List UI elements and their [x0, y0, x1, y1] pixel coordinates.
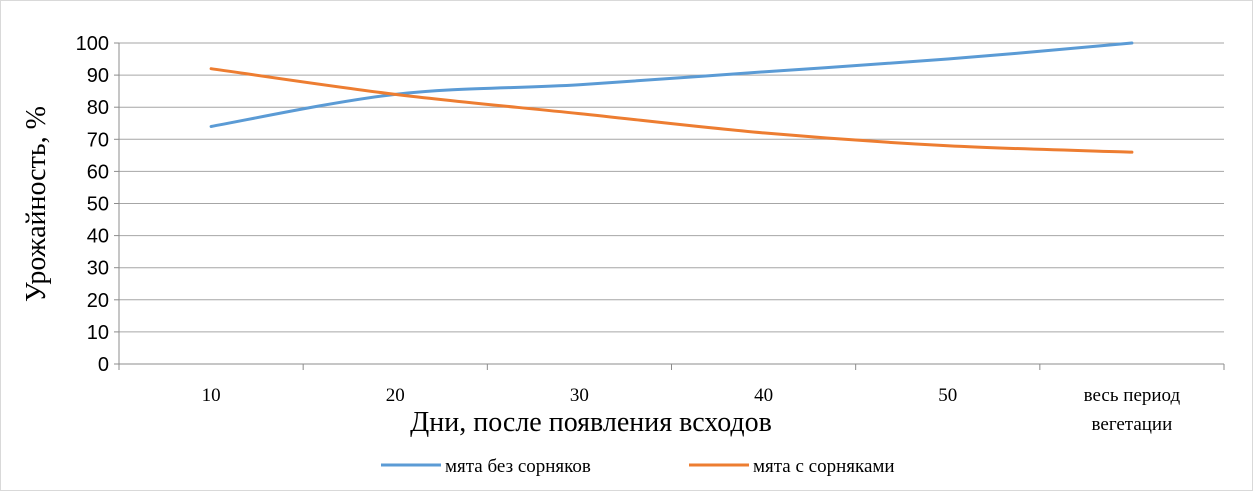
y-tick-label: 10: [87, 322, 109, 344]
x-tick-label: весь период вегетации: [1084, 385, 1181, 435]
legend: мята без сорняков мята с сорняками: [381, 456, 895, 477]
y-tick-label: 60: [87, 161, 109, 183]
axes: [114, 42, 1225, 370]
series-lines: [209, 41, 1134, 154]
x-tick-label: 10: [202, 385, 221, 406]
y-tick-label: 90: [87, 65, 109, 87]
y-tick-label: 70: [87, 129, 109, 151]
x-tick-label: 30: [570, 385, 589, 406]
y-tick-label: 0: [98, 354, 109, 376]
x-axis-title: Дни, после появления всходов: [410, 407, 772, 438]
y-axis-title: Урожайность, %: [21, 106, 52, 302]
y-tick-label: 40: [87, 226, 109, 248]
series-line-1: [209, 41, 1134, 128]
y-tick-label: 50: [87, 194, 109, 216]
y-tick-labels: 0 10 20 30 40 50 60 70 80 90 100: [76, 33, 109, 376]
y-tick-label: 100: [76, 33, 109, 55]
legend-label: мята с сорняками: [753, 456, 895, 477]
y-tick-label: 30: [87, 258, 109, 280]
y-tick-label: 80: [87, 97, 109, 119]
x-tick-labels: 10 20 30 40 50 весь период вегетации: [202, 385, 1181, 435]
x-tick-label: 20: [386, 385, 405, 406]
x-tick-label: 50: [938, 385, 957, 406]
series-line-2: [209, 67, 1134, 154]
y-tick-label: 20: [87, 290, 109, 312]
x-tick-label: 40: [754, 385, 773, 406]
gridlines: [119, 42, 1224, 333]
legend-label: мята без сорняков: [445, 456, 591, 477]
